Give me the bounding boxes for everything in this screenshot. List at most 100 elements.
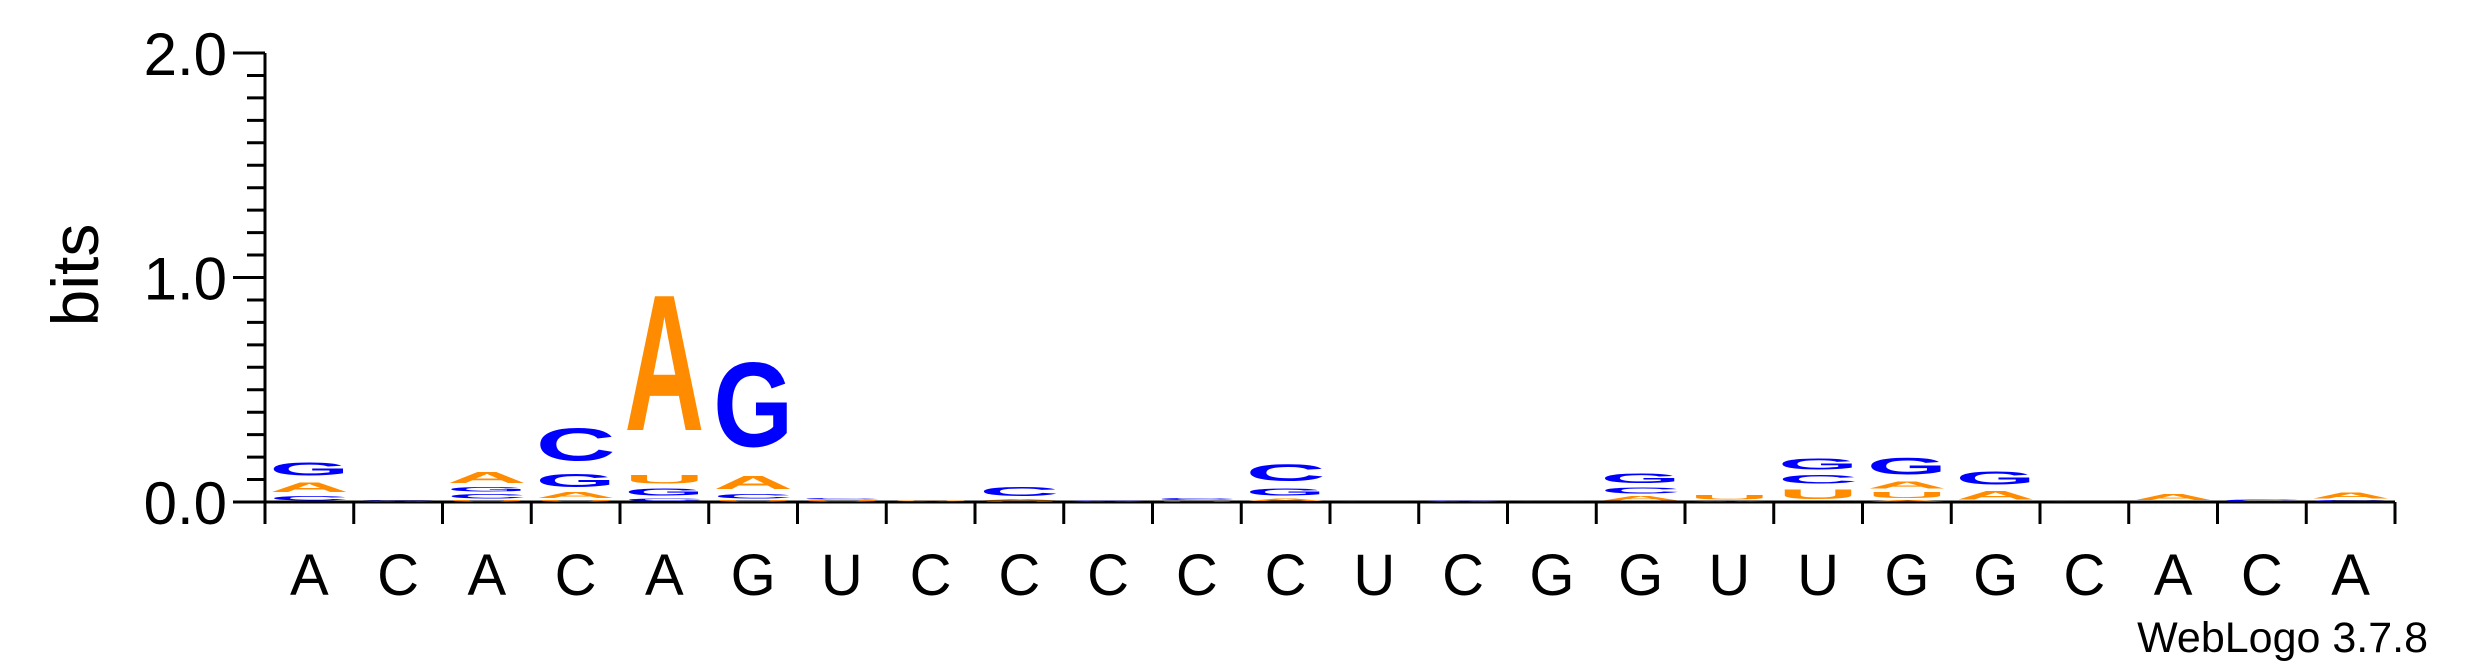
logo-stack: CA: [2311, 491, 2391, 502]
logo-stack: UC: [1157, 497, 1237, 502]
logo-letter: A: [1956, 488, 2036, 501]
y-tick-label: 0.0: [144, 470, 227, 537]
logo-stack: C: [2044, 501, 2124, 502]
logo-letter: G: [1867, 453, 1947, 480]
logo-letter: A: [269, 480, 349, 496]
logo-letter: A: [447, 468, 527, 486]
logo-letter: C: [979, 484, 1059, 499]
logo-letter: A: [536, 491, 616, 500]
logo-stack: ACG: [1601, 471, 1681, 502]
logo-letter: G: [1956, 468, 2036, 488]
x-tick-label: C: [998, 543, 1040, 608]
logo-stack: AC: [1423, 500, 1503, 502]
y-tick-label: 1.0: [144, 246, 227, 313]
logo-letter: A: [1601, 495, 1681, 502]
x-tick-label: G: [1973, 543, 2018, 608]
x-tick-label: C: [1176, 543, 1218, 608]
logo-letter: G: [536, 470, 616, 490]
weblogo-credit: WebLogo 3.7.8: [2137, 614, 2428, 662]
logo-letter: A: [1246, 497, 1326, 502]
logo-letter: U: [979, 501, 1059, 502]
logo-letter: C: [713, 493, 793, 500]
logo-stack: AC: [1068, 501, 1148, 502]
logo-letter: C: [536, 419, 616, 471]
logo-stack: AU: [891, 501, 971, 502]
logo-letter: C: [2222, 499, 2302, 502]
logo-letter: G: [1246, 486, 1326, 497]
logo-letter: A: [1423, 501, 1503, 502]
logo-letter: U: [447, 500, 527, 502]
logo-stack: CAG: [269, 459, 349, 502]
logo-letter: A: [713, 473, 793, 493]
logo-letter: C: [624, 497, 704, 502]
logo-letter: G: [447, 486, 527, 493]
x-tick-label: C: [2063, 543, 2105, 608]
logo-letter: C: [1068, 501, 1148, 502]
logo-letter: C: [1246, 459, 1326, 486]
logo-letter: A: [891, 501, 971, 502]
logo-letter: C: [1334, 501, 1414, 502]
logo-letter: U: [1157, 501, 1237, 502]
x-tick-label: A: [290, 543, 329, 608]
x-tick-label: U: [1353, 543, 1395, 608]
x-tick-label: A: [2331, 543, 2370, 608]
x-tick-label: C: [2241, 543, 2283, 608]
logo-letter: G: [269, 459, 349, 479]
logo-letter: C: [269, 495, 349, 502]
logo-letter: A: [1867, 480, 1947, 491]
logo-letter: A: [2133, 493, 2213, 502]
logo-letter: A: [2311, 491, 2391, 500]
x-tick-label: G: [731, 543, 776, 608]
logo-stack: G: [1512, 501, 1592, 502]
logo-letter: C: [2044, 501, 2124, 502]
x-tick-label: U: [1708, 543, 1750, 608]
x-tick-label: U: [821, 543, 863, 608]
logo-stack: AG: [1956, 468, 2036, 502]
logo-letter: A: [979, 499, 1059, 501]
x-tick-label: G: [1618, 543, 1663, 608]
y-axis: 0.0 1.0 2.0: [144, 21, 267, 537]
y-axis-label: bits: [38, 224, 112, 327]
logo-letter: C: [1778, 473, 1858, 486]
logo-letter: U: [536, 500, 616, 502]
logo-letter: U: [1778, 486, 1858, 502]
logo-letter: A: [1867, 500, 1947, 502]
logo-letter: G: [1778, 455, 1858, 473]
x-tick-label: C: [910, 543, 952, 608]
logo-letter: C: [2311, 500, 2391, 502]
x-tick-label: C: [377, 543, 419, 608]
logo-letter: C: [802, 497, 882, 499]
x-tick-label: U: [1797, 543, 1839, 608]
x-tick-label: A: [645, 543, 684, 608]
logo-stack: AGC: [1246, 459, 1326, 502]
logo-stack: AU: [1689, 494, 1769, 502]
x-tick-label: G: [1884, 543, 1929, 608]
logo-stack: AC: [358, 500, 438, 502]
logo-stack: C: [1334, 501, 1414, 502]
logo-letter: U: [802, 500, 882, 502]
logo-letter: C: [1157, 497, 1237, 500]
logo-stack: UCG: [1778, 455, 1858, 502]
logo-letter: G: [713, 338, 793, 472]
x-tick-label: A: [2154, 543, 2193, 608]
x-tick-label: C: [1442, 543, 1484, 608]
logo-letter: G: [1512, 501, 1592, 502]
x-tick-label: A: [468, 543, 507, 608]
logo-stack: A: [2133, 493, 2213, 502]
logo-letter: A: [1689, 501, 1769, 502]
logo-letter: C: [1601, 486, 1681, 495]
logo-letter: C: [358, 500, 438, 501]
x-tick-label: C: [555, 543, 597, 608]
logo-letter: G: [1601, 471, 1681, 487]
y-tick-label: 2.0: [144, 21, 227, 88]
logo-letter: U: [713, 500, 793, 502]
logo-letter: A: [1068, 501, 1148, 502]
logo-stack: UAC: [979, 484, 1059, 502]
logo-letter: C: [1423, 500, 1503, 501]
